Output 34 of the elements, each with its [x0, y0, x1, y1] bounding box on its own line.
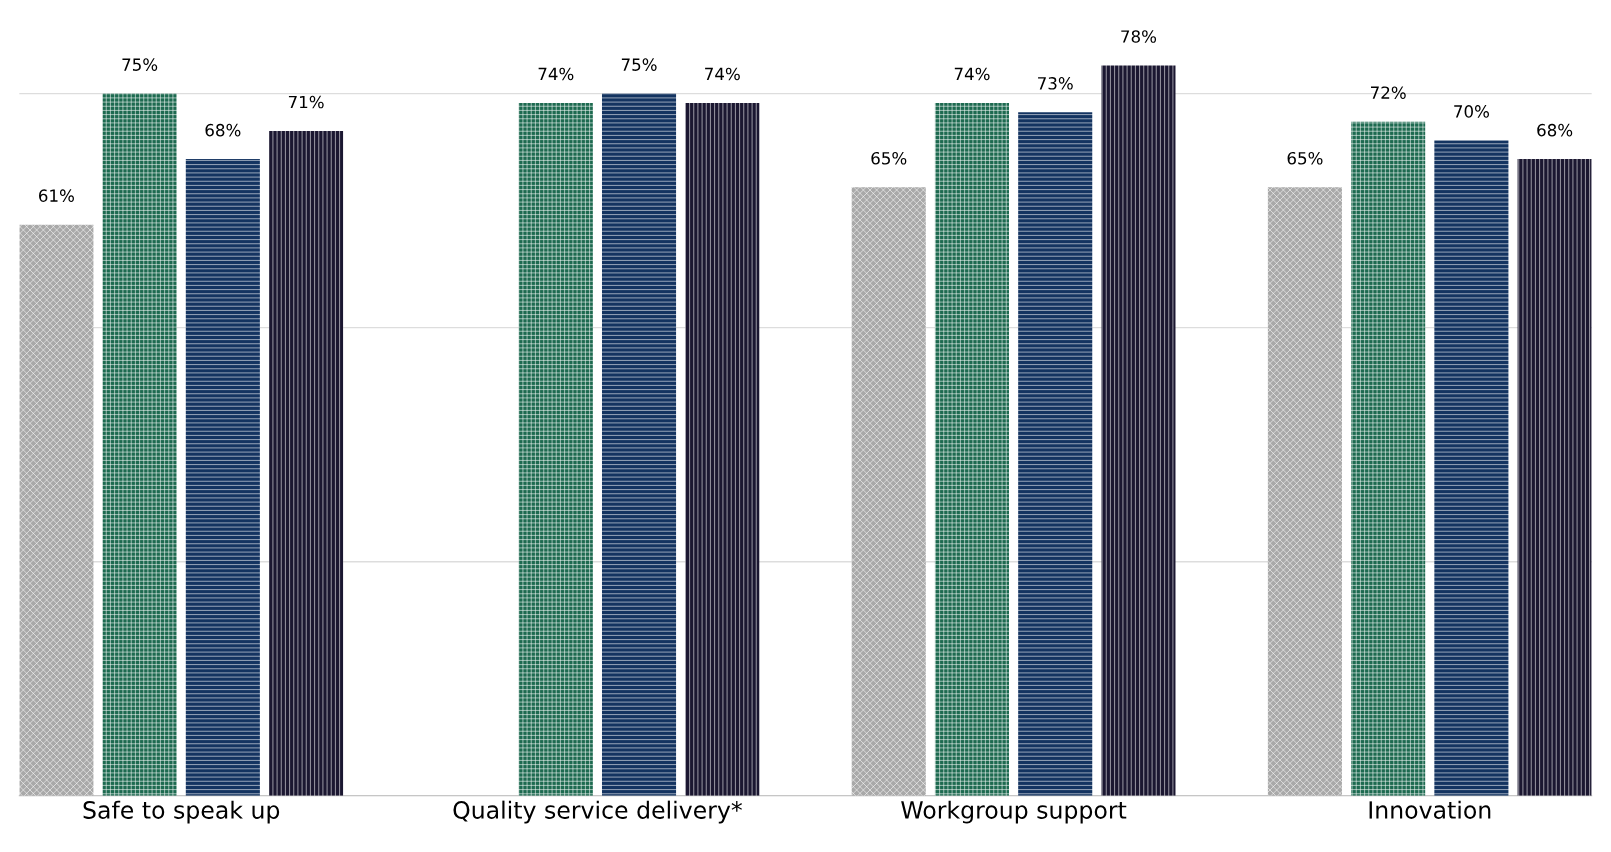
data-label: 78% — [1121, 30, 1157, 43]
data-label: 65% — [871, 151, 907, 165]
data-label: 70% — [1454, 105, 1489, 118]
data-label: 74% — [705, 67, 740, 81]
data-label: 61% — [39, 189, 74, 202]
data-label: 75% — [122, 58, 158, 71]
data-label: 74% — [954, 67, 990, 81]
x-tick-label: Innovation — [1369, 800, 1491, 819]
bar — [1434, 140, 1509, 796]
data-label: 75% — [621, 58, 657, 71]
bar — [1351, 121, 1426, 796]
bar — [685, 102, 760, 796]
bar — [269, 131, 344, 796]
x-tick-label: Quality service delivery* — [453, 800, 742, 824]
data-label: 72% — [1371, 86, 1406, 99]
bar — [601, 93, 677, 796]
data-label: 74% — [538, 67, 574, 81]
data-label: 73% — [1038, 77, 1073, 90]
bar — [518, 102, 593, 796]
bar — [1018, 112, 1093, 796]
data-label: 68% — [1537, 123, 1573, 137]
data-label: 71% — [288, 95, 324, 109]
bar — [851, 187, 926, 796]
bar — [19, 224, 94, 796]
bar — [1267, 187, 1342, 796]
x-tick-label: Workgroup support — [901, 800, 1127, 824]
data-label: 68% — [205, 123, 241, 137]
bar — [185, 159, 260, 796]
bar — [1101, 65, 1176, 796]
bar — [102, 93, 177, 796]
x-tick-label: Safe to speak up — [83, 800, 280, 824]
data-label: 65% — [1287, 151, 1323, 165]
bar — [934, 102, 1010, 796]
bar — [1517, 159, 1592, 796]
